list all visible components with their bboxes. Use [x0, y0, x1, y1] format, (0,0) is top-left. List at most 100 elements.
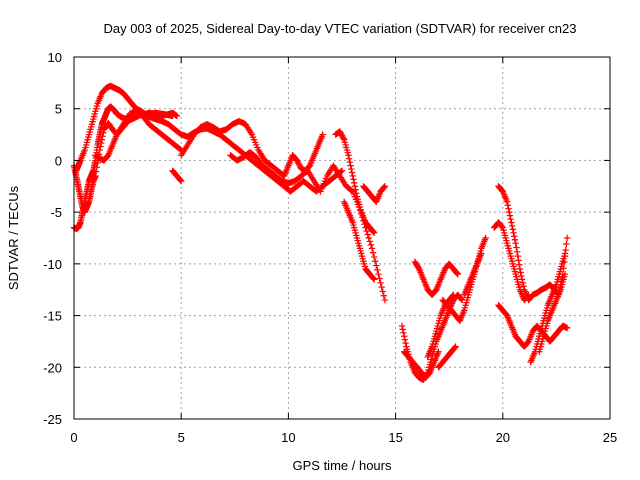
data-point	[498, 223, 506, 230]
data-point	[348, 187, 355, 194]
data-point	[295, 161, 303, 168]
data-point	[293, 157, 301, 164]
data-point	[373, 262, 380, 269]
data-point	[92, 172, 99, 180]
data-point	[451, 344, 459, 351]
data-point	[98, 136, 106, 143]
y-tick-label: 0	[55, 153, 62, 168]
series-arc-13	[400, 348, 442, 381]
data-point	[368, 245, 376, 252]
x-axis-label: GPS time / hours	[293, 458, 392, 473]
data-point	[340, 135, 347, 142]
y-tick-label: 10	[48, 50, 62, 65]
data-point	[337, 129, 344, 137]
data-point	[400, 329, 407, 337]
series-arc-7	[227, 148, 389, 304]
y-tick-label: -15	[43, 309, 62, 324]
data-point	[380, 183, 388, 191]
data-point	[365, 234, 372, 242]
y-tick-label: 5	[55, 102, 62, 117]
data-point	[99, 133, 106, 140]
x-tick-label: 10	[281, 430, 295, 445]
data-point	[513, 244, 520, 251]
data-point	[482, 234, 489, 242]
data-point	[92, 168, 100, 175]
x-tick-label: 0	[70, 430, 77, 445]
data-point	[563, 240, 570, 248]
series-arc-14	[411, 258, 461, 299]
data-point	[348, 169, 356, 176]
series-arc-23	[536, 271, 569, 355]
x-tick-label: 5	[178, 430, 185, 445]
data-point	[364, 231, 371, 238]
data-point	[513, 248, 521, 255]
data-point	[519, 279, 527, 287]
data-point	[349, 172, 356, 180]
series-arc-21	[495, 302, 571, 350]
data-point	[563, 234, 571, 242]
data-point	[509, 226, 517, 233]
data-point	[458, 295, 465, 303]
data-point	[515, 257, 522, 264]
data-point	[376, 275, 383, 282]
data-point	[401, 336, 409, 343]
data-point	[94, 159, 101, 167]
data-point	[339, 133, 346, 141]
data-point	[353, 189, 360, 197]
data-point	[453, 270, 461, 277]
y-tick-label: -10	[43, 257, 62, 272]
data-point	[518, 272, 525, 280]
data-point	[176, 146, 184, 153]
data-point	[510, 229, 517, 237]
data-point	[504, 202, 512, 209]
data-point	[370, 229, 378, 237]
data-point	[352, 186, 359, 193]
data-point	[377, 279, 384, 287]
data-point	[506, 212, 514, 219]
data-point	[525, 291, 532, 299]
series-arc-9	[332, 128, 378, 237]
data-point	[97, 143, 104, 150]
series-arc-6	[178, 117, 288, 180]
data-point	[345, 152, 352, 159]
series-arc-4	[92, 107, 185, 164]
data-point	[452, 343, 459, 350]
data-point	[520, 283, 527, 290]
y-tick-label: -5	[50, 205, 62, 220]
series-arc-11	[360, 183, 389, 205]
data-point	[336, 128, 344, 135]
x-tick-labels: 0 5 10 15 20 25	[70, 430, 617, 445]
data-point	[399, 326, 406, 333]
data-point	[514, 252, 522, 260]
data-point	[370, 275, 377, 282]
data-point	[379, 288, 386, 295]
data-point	[369, 249, 377, 256]
data-point	[295, 159, 302, 167]
y-tick-label: -20	[43, 360, 62, 375]
plot-marks	[70, 82, 571, 383]
data-point	[524, 292, 532, 299]
data-point	[351, 183, 359, 190]
data-point	[319, 131, 326, 138]
data-point	[350, 176, 357, 183]
data-point	[338, 131, 345, 138]
data-point	[338, 167, 346, 174]
data-point	[93, 164, 101, 171]
data-point	[380, 292, 388, 299]
data-point	[345, 155, 353, 162]
data-point	[100, 129, 107, 137]
grid-lines	[74, 57, 610, 419]
data-point	[516, 265, 524, 273]
data-point	[350, 179, 358, 187]
data-point	[435, 348, 442, 355]
data-point	[367, 241, 375, 249]
data-point	[375, 271, 382, 278]
series-arc-20	[491, 219, 532, 304]
data-point	[503, 198, 511, 205]
data-point	[348, 165, 355, 173]
data-point	[398, 322, 406, 330]
data-point	[511, 233, 518, 240]
data-point	[505, 205, 512, 212]
data-point	[178, 177, 185, 185]
